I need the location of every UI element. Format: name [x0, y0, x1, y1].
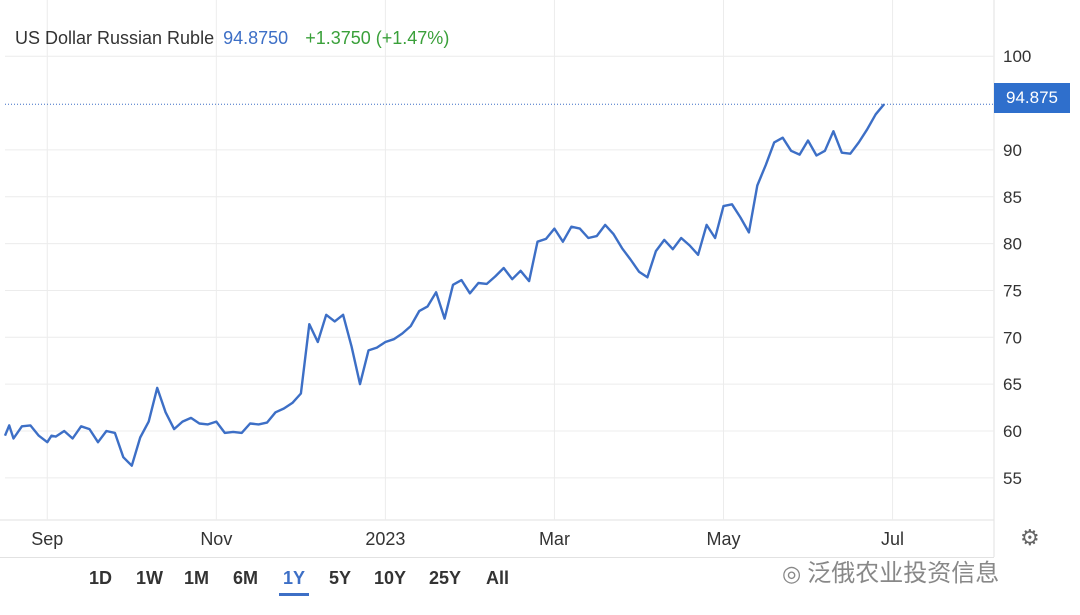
range-25y-button[interactable]: 25Y [429, 568, 462, 588]
last-price-tag: 94.875 [994, 83, 1070, 113]
range-selector: 1D 1W 1M 6M 1Y 5Y 10Y 25Y All [0, 557, 994, 602]
y-tick-label: 65 [1003, 375, 1022, 394]
price-change: +1.3750 (+1.47%) [305, 28, 450, 48]
gear-icon[interactable]: ⚙ [1020, 526, 1040, 551]
x-tick-label: Sep [31, 529, 63, 549]
x-tick-label: Nov [200, 529, 232, 549]
range-5y-button[interactable]: 5Y [329, 568, 352, 588]
chart-grid [0, 0, 995, 557]
y-tick-label: 80 [1003, 235, 1022, 254]
x-tick-label: 2023 [365, 529, 405, 549]
instrument-name: US Dollar Russian Ruble [15, 28, 215, 48]
x-tick-label: Jul [881, 529, 904, 549]
chart-header: US Dollar Russian Ruble 94.8750 +1.3750 … [15, 28, 449, 49]
current-price: 94.8750 [223, 28, 289, 48]
range-all-button[interactable]: All [486, 568, 510, 588]
y-tick-label: 85 [1003, 188, 1022, 207]
x-tick-label: May [706, 529, 740, 549]
y-tick-label: 60 [1003, 422, 1022, 441]
range-1m-button[interactable]: 1M [184, 568, 210, 588]
y-tick-label: 70 [1003, 328, 1022, 347]
range-6m-button[interactable]: 6M [233, 568, 259, 588]
chart-series [3, 103, 886, 467]
range-1d-button[interactable]: 1D [89, 568, 113, 588]
range-1y-button[interactable]: 1Y [279, 568, 310, 596]
range-1w-button[interactable]: 1W [136, 568, 163, 588]
y-tick-label: 90 [1003, 141, 1022, 160]
y-tick-label: 100 [1003, 47, 1031, 66]
y-axis-ticks: 55 60 65 70 75 80 85 90 100 [1003, 47, 1031, 488]
y-tick-label: 55 [1003, 469, 1022, 488]
x-axis-ticks: Sep Nov 2023 Mar May Jul [31, 529, 904, 549]
watermark: ◎ 泛俄农业投资信息 [782, 553, 999, 588]
series-line-usd-rub [3, 103, 886, 467]
wechat-icon: ◎ [782, 562, 802, 587]
range-10y-button[interactable]: 10Y [374, 568, 407, 588]
y-tick-label: 75 [1003, 281, 1022, 300]
watermark-text: 泛俄农业投资信息 [807, 559, 1000, 587]
x-tick-label: Mar [539, 529, 570, 549]
